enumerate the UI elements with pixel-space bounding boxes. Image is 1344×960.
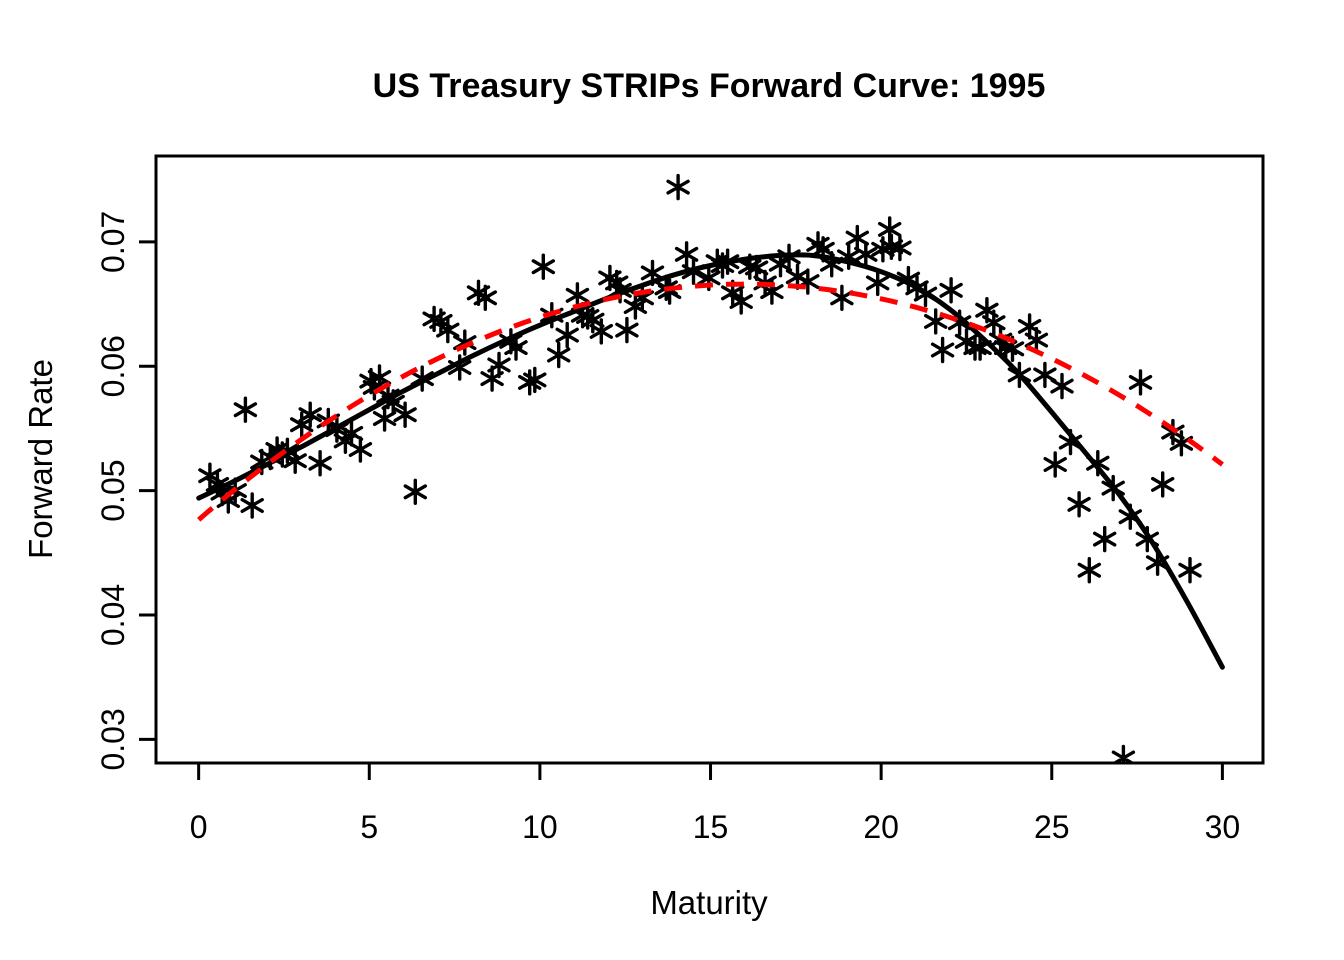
y-tick-label: 0.07 [95, 211, 131, 273]
y-axis-label: Forward Rate [22, 359, 59, 559]
x-tick-label: 25 [1034, 809, 1070, 845]
plot-area: 0 5 10 15 20 25 30 0.03 0.04 0.05 0.06 0.07 [95, 154, 1265, 845]
quadratic-fit-curve [197, 281, 1224, 522]
x-axis-label: Maturity [650, 884, 768, 921]
y-tick-label: 0.03 [95, 708, 131, 770]
scatter-points-asterisks [198, 173, 1202, 763]
spline-fit-curve [196, 252, 1225, 670]
x-tick-label: 5 [360, 809, 378, 845]
x-tick-label: 10 [522, 809, 558, 845]
x-tick-label: 0 [190, 809, 208, 845]
y-tick-label: 0.04 [95, 584, 131, 646]
chart-title: US Treasury STRIPs Forward Curve: 1995 [373, 67, 1046, 105]
y-tick-label: 0.05 [95, 459, 131, 521]
x-tick-label: 30 [1205, 809, 1241, 845]
x-tick-label: 20 [863, 809, 899, 845]
x-tick-label: 15 [693, 809, 729, 845]
y-tick-label: 0.06 [95, 335, 131, 397]
